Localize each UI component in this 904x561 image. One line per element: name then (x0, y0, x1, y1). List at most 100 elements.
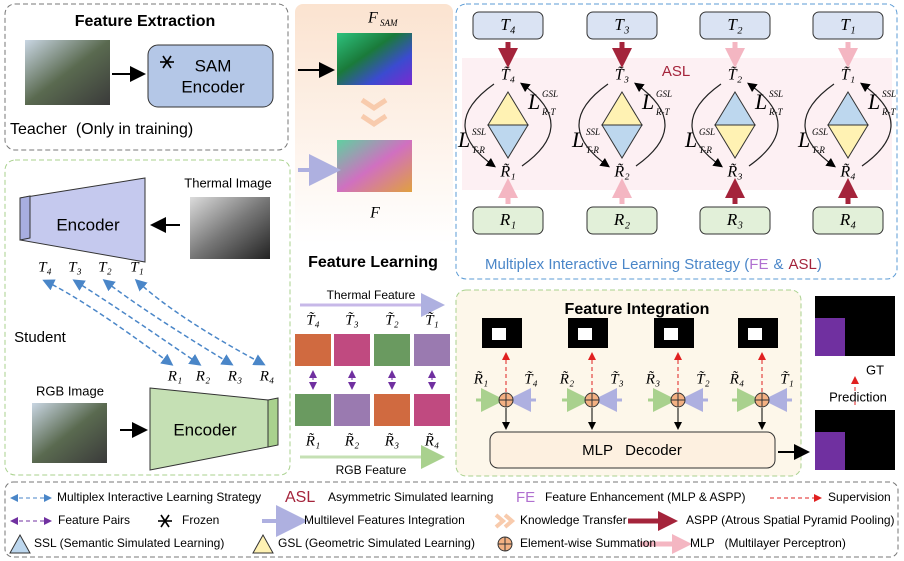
caption-part: Multiplex Interactive Learning Strategy … (485, 256, 749, 273)
label: RGB Feature (336, 463, 407, 477)
feature-label: R̃₃ (645, 371, 660, 387)
box-label: R₂ (613, 210, 630, 229)
feature-label: T₄ (38, 259, 52, 275)
rgb-box (586, 206, 658, 235)
loss-symbol: L (684, 127, 697, 152)
feature-label: R̃₁ (499, 163, 515, 181)
decoder-box (489, 431, 776, 469)
loss-arc (520, 82, 552, 167)
feature-map (295, 334, 331, 366)
sum-cross (585, 393, 599, 407)
loss-arc (634, 82, 666, 167)
feature-label: T̃₃ (615, 66, 629, 84)
box-label: T₂ (727, 15, 742, 34)
box-label: R₁ (499, 210, 516, 229)
mils-arrow (134, 278, 266, 366)
feature-label: R̃₄ (424, 433, 439, 449)
legend-text: Asymmetric Simulated learning (328, 490, 493, 504)
legend-icon (498, 537, 512, 551)
snowflake-icon (160, 55, 174, 69)
rgb-box (812, 206, 884, 235)
panel-title: Feature Learning (308, 254, 438, 271)
feature-label: T̃₂ (385, 312, 399, 328)
feature-subscript: SAM (380, 18, 398, 28)
teacher-label: Teacher (Only in training) (10, 121, 193, 138)
thermal-box (472, 11, 544, 40)
thermal-box (812, 11, 884, 40)
legend-text: Knowledge Transfer (520, 513, 627, 527)
thermal-box (699, 11, 771, 40)
sum-cross (499, 393, 513, 407)
feature-label: T̃₃ (610, 371, 624, 387)
legend-text: Frozen (182, 513, 219, 527)
loss-subscript: T-R (586, 145, 599, 155)
loss-superscript: SSL (769, 89, 783, 99)
legend-text: GSL (Geometric Simulated Learning) (278, 536, 475, 550)
student-label: Student (14, 329, 67, 346)
caption-part: FE (749, 256, 768, 273)
feature-label: R₄ (259, 368, 274, 384)
feature-symbol: F (367, 10, 378, 27)
legend-icon (503, 513, 516, 529)
loss-arc (747, 82, 779, 167)
feature-label: T₃ (68, 259, 82, 275)
feature-label: R₃ (227, 368, 242, 384)
loss-symbol: L (641, 89, 654, 114)
feature-label: R̃₂ (559, 371, 574, 387)
box-label: R₃ (726, 210, 743, 229)
loss-symbol: L (754, 89, 767, 114)
encoder-label: Encoder (181, 77, 245, 96)
loss-arc (691, 83, 723, 168)
gt-region (815, 318, 845, 356)
caption: Multiplex Interactive Learning Strategy … (485, 256, 822, 273)
triangle-bottom (714, 124, 756, 159)
loss-arc (804, 83, 836, 168)
label: Thermal Image (184, 175, 271, 190)
encoder-side (267, 397, 279, 448)
label: GT (866, 362, 884, 377)
supervision-region (664, 328, 678, 340)
feature-label: R̃₄ (839, 163, 855, 181)
loss-subscript: R-T (541, 107, 556, 117)
feature-label: R̃₁ (305, 433, 320, 449)
legend-text: SSL (Semantic Simulated Learning) (34, 536, 224, 550)
sum-cross (671, 393, 685, 407)
sam-encoder-box (147, 44, 274, 108)
box-label: T₄ (500, 15, 515, 34)
box-label: T₃ (614, 15, 629, 34)
triangle-bottom (601, 124, 643, 159)
legend-text: Multilevel Features Integration (304, 513, 465, 527)
snowflake-icon (158, 514, 172, 528)
loss-subscript: T-R (699, 145, 712, 155)
supervision-region (578, 328, 592, 340)
sum-cross (755, 393, 769, 407)
feature-label: T̃₁ (841, 66, 855, 84)
loss-subscript: R-T (655, 107, 670, 117)
feature-label: T̃₄ (306, 312, 320, 328)
feature-label: R̃₃ (384, 433, 399, 449)
feature-map (334, 394, 370, 426)
triangle-bottom (827, 124, 869, 159)
encoder-side (19, 195, 31, 241)
feature-label: R₁ (167, 368, 182, 384)
legend-text: Feature Enhancement (MLP & ASPP) (545, 490, 746, 504)
feature-label: R̃₃ (726, 163, 742, 181)
feature-map (374, 334, 410, 366)
encoder-label: SAM (195, 56, 232, 75)
loss-superscript: SSL (586, 127, 600, 137)
loss-symbol: L (867, 89, 880, 114)
panel-title: Feature Integration (565, 301, 710, 318)
feature-label: R̃₄ (729, 371, 744, 387)
loss-arc (578, 83, 610, 168)
feature-label: T̃₁ (425, 312, 439, 328)
loss-superscript: SSL (472, 127, 486, 137)
label: Prediction (829, 389, 887, 404)
label: Thermal Feature (327, 288, 416, 302)
feature-label: R̃₂ (344, 433, 359, 449)
prediction-region (815, 432, 845, 470)
feature-symbol: F (369, 205, 380, 222)
loss-superscript: SSL (882, 89, 896, 99)
caption-part: ASL (788, 256, 816, 273)
feature-label: T̃₂ (696, 371, 710, 387)
thermal-image (190, 197, 270, 259)
